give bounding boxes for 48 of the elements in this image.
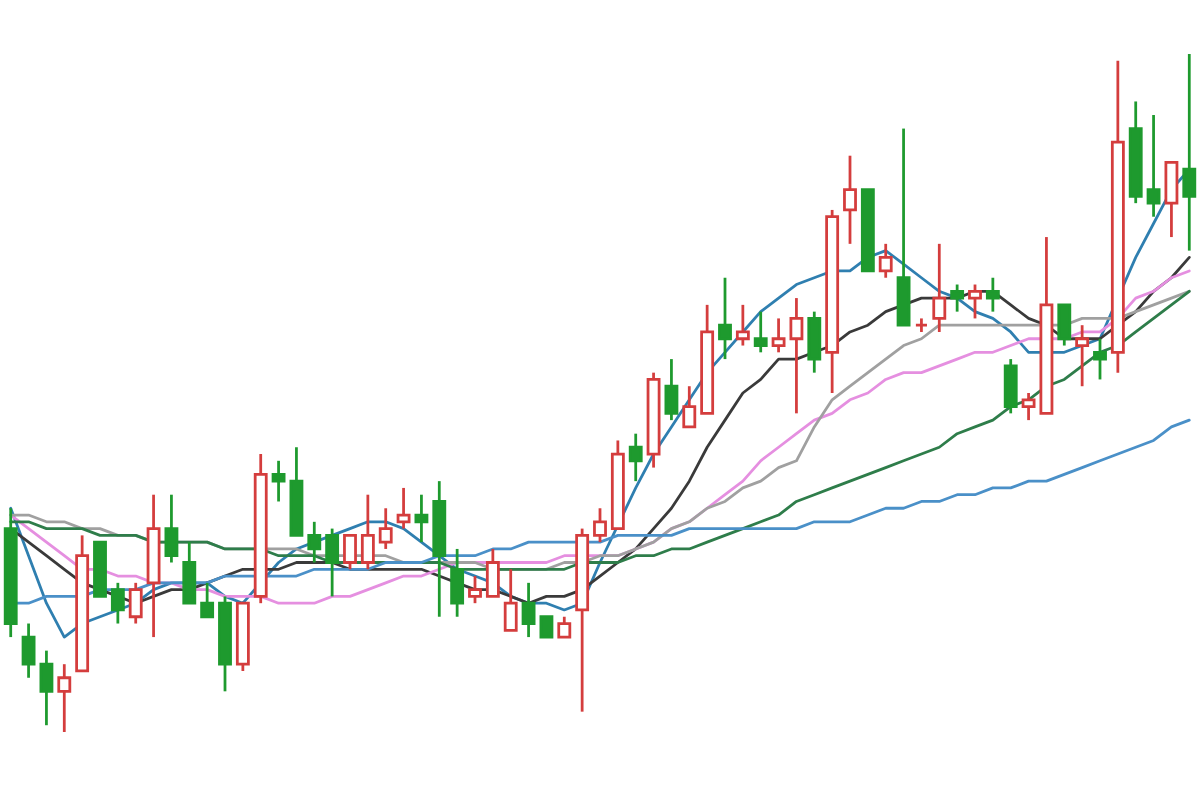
candlestick [200, 581, 215, 619]
candlestick [557, 615, 572, 639]
candlestick [628, 432, 643, 483]
candlestick [1075, 323, 1090, 388]
candlestick [503, 567, 518, 632]
candlestick [110, 581, 125, 625]
candlestick [843, 154, 857, 246]
candlestick [325, 527, 340, 598]
candlestick [271, 459, 286, 503]
candlestick [539, 615, 554, 639]
candlestick [1164, 161, 1179, 239]
candlestick [1057, 303, 1072, 347]
candlestick [950, 283, 965, 314]
candlestick [718, 276, 732, 361]
candlestick [593, 506, 607, 544]
candlestick [128, 581, 143, 625]
candlestick [307, 520, 322, 564]
candlestick [771, 317, 786, 354]
candlestick [343, 533, 357, 571]
candlestick [932, 242, 947, 334]
candlestick [968, 283, 982, 320]
candlestick [164, 493, 179, 564]
candlestick [485, 547, 500, 598]
candlestick [1003, 357, 1018, 415]
candlestick [735, 303, 750, 347]
candlestick [1021, 391, 1036, 422]
candlestick [753, 310, 768, 354]
candlestick [182, 540, 197, 605]
candlestick [521, 581, 536, 639]
candlestick [789, 296, 804, 415]
candlestick [39, 649, 54, 727]
candlestick [378, 506, 393, 551]
candlestick [396, 486, 411, 530]
candlestick [664, 357, 679, 422]
candlestick [896, 127, 911, 327]
candlestick [1182, 52, 1197, 253]
candlestick [682, 384, 697, 429]
candlestick [878, 242, 893, 280]
candlestick [1146, 113, 1161, 219]
candlestick [1093, 337, 1107, 381]
candlestick [414, 493, 429, 544]
candlestick [57, 662, 72, 734]
candlestick [468, 574, 482, 605]
candlestick [985, 276, 1000, 314]
candlestick [807, 310, 822, 375]
candlestick [360, 493, 375, 571]
candlestick [21, 622, 36, 680]
candlestick [450, 547, 465, 619]
